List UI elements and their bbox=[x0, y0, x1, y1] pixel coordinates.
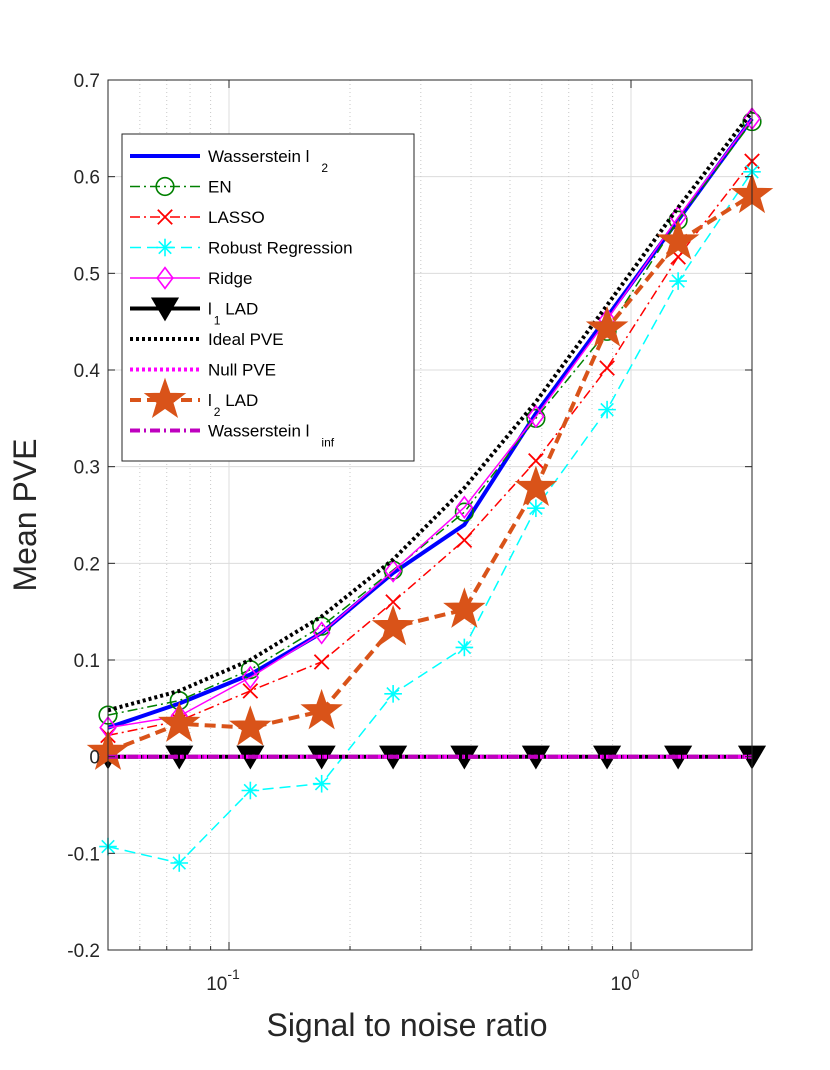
legend-label-subscript: 1 bbox=[214, 314, 221, 328]
data-point bbox=[312, 621, 331, 645]
axis-ticks: -0.2-0.100.10.20.30.40.50.60.710-1 100 bbox=[67, 71, 752, 995]
legend-label: l2 LAD bbox=[208, 391, 258, 419]
series-8 bbox=[86, 172, 774, 770]
data-point bbox=[384, 685, 402, 703]
legend-label-name: EN bbox=[208, 178, 232, 197]
series-line bbox=[107, 171, 753, 864]
y-tick-label: 0.3 bbox=[74, 458, 100, 479]
y-tick-label: 0.1 bbox=[74, 651, 100, 672]
data-point bbox=[241, 665, 260, 690]
legend-label-name: Robust Regression bbox=[208, 239, 353, 258]
legend: Wasserstein l 2 EN LASSO Robust Regression Ri… bbox=[121, 133, 415, 462]
legend-label: Wasserstein l inf bbox=[208, 422, 335, 450]
legend-label: Ridge bbox=[208, 269, 252, 288]
data-point bbox=[514, 465, 558, 507]
data-point bbox=[241, 781, 260, 800]
y-tick-label: 0.2 bbox=[74, 554, 100, 575]
data-point bbox=[598, 400, 616, 419]
legend-label-name: l bbox=[208, 300, 212, 319]
legend-label: LASSO bbox=[208, 208, 265, 227]
legend-label-name: Ridge bbox=[208, 269, 252, 288]
legend-item: EN bbox=[130, 176, 232, 197]
data-point bbox=[454, 502, 474, 522]
data-point bbox=[656, 219, 700, 260]
legend-marker bbox=[155, 176, 175, 197]
legend-label: Ideal PVE bbox=[208, 330, 284, 349]
legend-item: Ridge bbox=[130, 266, 252, 290]
data-point bbox=[170, 854, 189, 872]
data-point bbox=[371, 604, 415, 646]
data-point bbox=[229, 705, 272, 746]
series-3 bbox=[99, 163, 761, 872]
legend-label-subscript: inf bbox=[321, 436, 334, 450]
legend-item: Wasserstein l inf bbox=[130, 422, 335, 450]
data-point bbox=[313, 654, 330, 670]
data-point bbox=[385, 594, 401, 610]
legend-label-suffix: LAD bbox=[220, 391, 258, 410]
data-point bbox=[456, 532, 473, 548]
legend-marker bbox=[156, 238, 174, 257]
legend-label-name: Ideal PVE bbox=[208, 330, 284, 349]
data-point bbox=[669, 272, 687, 290]
y-tick-label: 0.7 bbox=[74, 71, 100, 92]
series-layer bbox=[86, 106, 774, 872]
legend-item: l1 LAD bbox=[130, 297, 258, 328]
y-tick-label: -0.2 bbox=[67, 941, 100, 962]
x-tick-exponent: 0 bbox=[632, 966, 640, 982]
legend-item: Robust Regression bbox=[130, 239, 353, 258]
legend-item: Ideal PVE bbox=[130, 330, 284, 349]
series-line bbox=[107, 160, 753, 737]
legend-label-suffix: LAD bbox=[220, 300, 258, 319]
legend-label: l1 LAD bbox=[208, 300, 258, 328]
data-point bbox=[384, 559, 402, 583]
data-point bbox=[455, 495, 474, 520]
data-point bbox=[528, 453, 544, 469]
legend-item: Wasserstein l 2 bbox=[130, 147, 328, 175]
legend-label-name: l bbox=[208, 391, 212, 410]
series-line bbox=[107, 193, 754, 754]
legend-label-subscript: 2 bbox=[321, 161, 328, 175]
legend-marker bbox=[143, 377, 187, 419]
y-tick-label: 0.4 bbox=[74, 361, 101, 382]
data-point bbox=[599, 360, 615, 376]
x-axis-title: Signal to noise ratio bbox=[266, 1007, 547, 1043]
data-point bbox=[158, 701, 201, 742]
data-point bbox=[300, 688, 343, 730]
data-point bbox=[455, 638, 474, 657]
legend-label: Wasserstein l 2 bbox=[208, 147, 328, 175]
legend-marker bbox=[157, 209, 173, 225]
legend-marker bbox=[150, 297, 180, 322]
data-point bbox=[242, 683, 259, 699]
legend-item: LASSO bbox=[130, 208, 265, 227]
legend-label-name: Wasserstein l bbox=[208, 422, 309, 441]
data-point bbox=[443, 587, 486, 628]
legend-label-name: Wasserstein l bbox=[208, 147, 309, 166]
data-point bbox=[527, 404, 545, 429]
legend-label: Robust Regression bbox=[208, 239, 353, 258]
x-tick-exponent: -1 bbox=[227, 966, 240, 982]
data-point bbox=[312, 774, 331, 793]
y-tick-label: 0 bbox=[89, 748, 100, 769]
y-tick-label: 0.6 bbox=[74, 168, 100, 189]
legend-label-name: Null PVE bbox=[208, 361, 276, 380]
legend-item: Null PVE bbox=[130, 361, 276, 380]
legend-label-subscript: 2 bbox=[214, 405, 221, 419]
data-point bbox=[585, 306, 629, 347]
y-tick-label: 0.5 bbox=[74, 264, 100, 285]
y-tick-label: -0.1 bbox=[67, 844, 100, 865]
data-point bbox=[527, 499, 545, 518]
series-line bbox=[107, 118, 753, 729]
legend-marker bbox=[156, 266, 174, 290]
legend-label: Null PVE bbox=[208, 361, 276, 380]
legend-label-name: LASSO bbox=[208, 208, 265, 227]
y-axis-title: Mean PVE bbox=[7, 439, 43, 592]
legend-item: l2 LAD bbox=[130, 377, 258, 419]
legend-label: EN bbox=[208, 178, 232, 197]
plot-frame bbox=[107, 79, 753, 951]
